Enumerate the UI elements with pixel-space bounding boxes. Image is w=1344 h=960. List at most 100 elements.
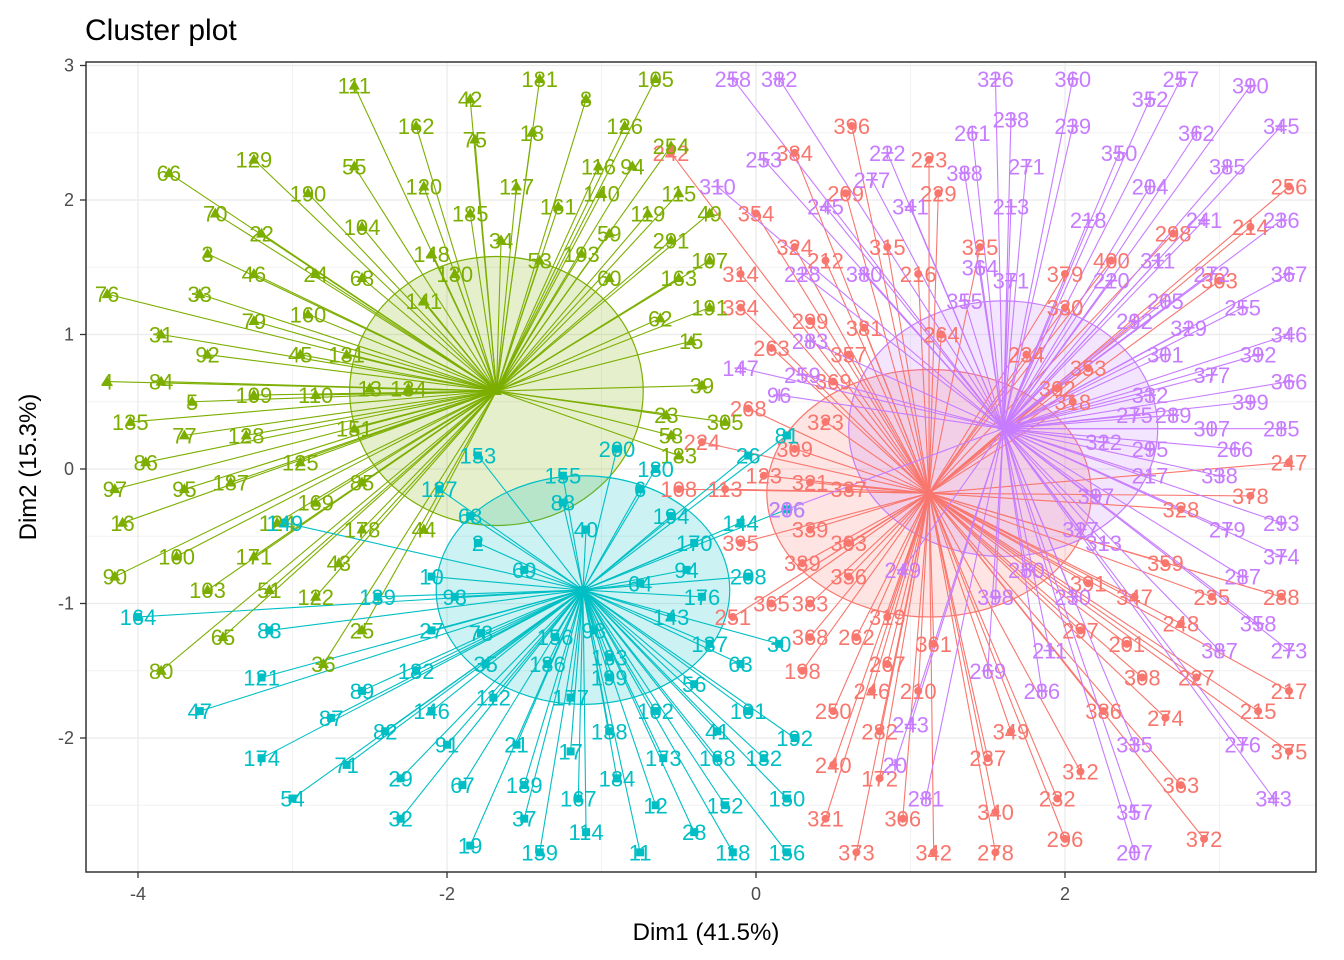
point-marker [773,389,786,402]
point-marker [829,707,838,716]
point-marker [1066,590,1079,603]
cluster-segment [495,98,587,392]
point-label: 150 [769,787,806,812]
cluster-segment [1003,374,1212,430]
cluster-segment [523,589,584,819]
cluster-segment [539,589,584,853]
point-marker [667,512,676,521]
cluster-segment [431,589,584,712]
cluster-segment [928,492,1290,692]
point-label: 87 [319,706,343,731]
point-label: 73 [469,621,493,646]
point-marker [605,653,614,662]
point-label: 329 [1170,316,1207,341]
point-label: 323 [807,410,844,435]
point-marker [636,848,645,857]
point-label: 326 [977,67,1014,92]
point-label: 133 [591,645,628,670]
point-label: 358 [1240,612,1277,637]
point-label: 112 [476,686,511,711]
point-label: 390 [1232,74,1269,99]
point-marker [925,155,934,164]
point-label: 266 [1217,437,1254,462]
cluster-segment [871,493,930,692]
cluster-segment [315,390,497,598]
point-label: 248 [1163,612,1200,637]
point-marker [660,409,672,420]
cluster-segment [461,589,584,786]
point-marker [1089,489,1102,502]
cluster-segment [1002,354,1166,430]
point-label: 309 [776,437,813,462]
cluster-segment [809,340,1004,430]
cluster-segment [582,589,788,799]
point-marker [1228,442,1241,455]
point-label: 180 [637,457,674,482]
cluster-segment [928,492,1212,598]
cluster-segment [495,193,602,392]
point-label: 37 [512,807,536,832]
point-label: 13 [358,376,382,401]
point-label: 141 [405,289,442,314]
point-label: 6 [634,477,646,502]
cluster-segment [346,589,584,766]
point-label: 277 [854,168,891,193]
cluster-segment [794,246,930,494]
point-marker [520,814,529,823]
point-marker [696,379,708,390]
point-label: 47 [188,699,212,724]
cluster-segment [496,192,680,392]
point-marker [704,207,716,218]
cluster-segment [732,78,1004,429]
point-label: 212 [807,249,844,274]
cluster-segment [307,313,497,392]
point-marker [341,348,353,359]
cluster-segment [496,390,679,457]
x-tick-label: -2 [439,884,455,904]
point-marker [773,72,786,85]
point-label: 374 [1263,544,1300,569]
point-label: 321 [807,807,844,832]
point-marker [642,207,654,218]
point-label: 29 [388,766,412,791]
point-label: 34 [489,228,513,253]
point-label: 347 [1116,585,1153,610]
cluster-segment [1002,78,1182,429]
cluster-segment [928,492,1259,712]
point-marker [418,523,430,534]
point-marker [412,666,421,675]
cluster-segment [755,213,930,494]
cluster-segment [582,589,734,853]
point-marker [651,801,660,810]
point-marker [209,207,221,218]
point-label: 297 [1062,618,1099,643]
point-marker [1285,182,1294,191]
point-label: 381 [846,316,883,341]
cluster-segment [809,492,930,604]
cluster-segment [670,152,930,494]
point-marker [929,848,938,857]
point-marker [958,167,971,180]
cluster-segment [582,488,641,591]
point-marker [1275,120,1288,133]
cluster-segment [1002,307,1243,430]
point-label: 113 [708,477,743,502]
cluster-segment [971,132,1004,429]
point-marker [426,247,438,258]
cluster-segment [199,293,497,392]
y-tick-label: 0 [64,459,74,479]
point-label: 162 [398,114,435,139]
cluster-segment [161,333,497,392]
point-marker [673,449,685,460]
point-marker [889,758,902,771]
point-label: 352 [1132,87,1169,112]
cluster-segment [1003,394,1151,430]
point-label: 146 [413,699,450,724]
cluster-segment [469,589,584,846]
point-marker [844,538,853,547]
cluster-segment [1002,166,1228,430]
point-marker [636,485,645,494]
point-label: 42 [458,87,482,112]
point-label: 177 [552,686,589,711]
point-marker [1254,707,1263,716]
